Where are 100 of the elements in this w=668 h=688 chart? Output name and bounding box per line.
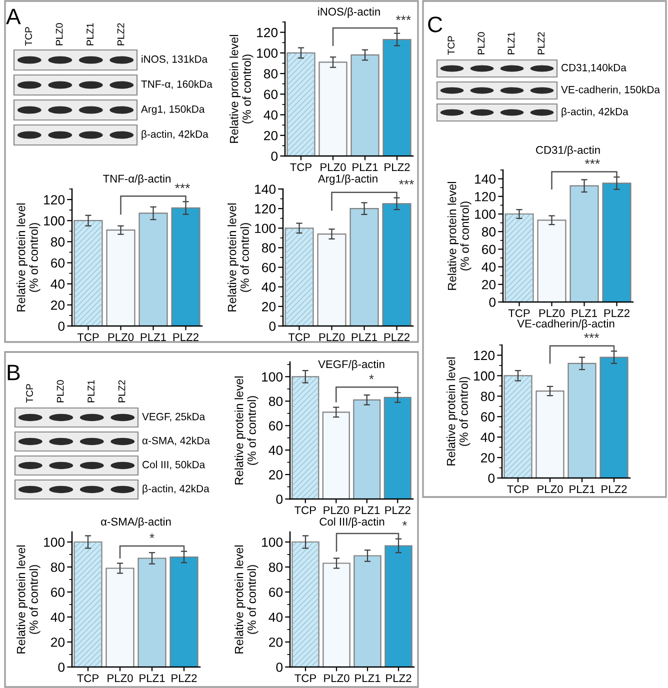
bar — [382, 203, 412, 326]
text: *** — [175, 184, 190, 188]
text: *** — [584, 333, 600, 338]
category-label: PLZ0 — [478, 32, 485, 54]
x-tick-label: PLZ2 — [172, 674, 197, 682]
category-label: β-actin, 42kDa — [142, 130, 208, 140]
y-axis-title: Relative protein level (% of control) — [16, 203, 40, 312]
bar — [138, 212, 168, 326]
y-axis-title: Relative protein level (% of control) — [234, 376, 258, 484]
bar — [318, 62, 348, 156]
x-tick-label: TCP — [290, 163, 312, 172]
category-label: PLZ1 — [86, 23, 94, 46]
y-tick-label: 140 — [255, 184, 276, 194]
bar — [600, 356, 628, 478]
y-tick-label: 100 — [474, 371, 495, 381]
y-axis-title: Relative protein level (% of control) — [448, 182, 472, 290]
y-tick-label: 0 — [489, 298, 496, 307]
x-tick-label: PLZ1 — [355, 674, 380, 682]
y-tick-label: 120 — [474, 350, 495, 360]
y-tick-label: 80 — [268, 562, 283, 572]
bar — [602, 182, 632, 302]
y-axis-title: Relative protein level (% of control) — [228, 203, 252, 312]
y-tick-label: 40 — [50, 279, 65, 289]
y-tick-label: 80 — [264, 69, 278, 78]
category-label: TNF-α, 160kDa — [141, 80, 212, 90]
x-tick-label: PLZ0 — [108, 674, 133, 682]
category-label: PLZ0 — [56, 23, 63, 46]
y-tick-label: 20 — [482, 280, 496, 290]
bar — [350, 208, 379, 326]
text: A — [6, 8, 21, 24]
category-label: PLZ2 — [538, 32, 545, 54]
x-tick-label: PLZ2 — [385, 506, 410, 514]
chart-title: VEGF/β-actin — [318, 360, 384, 370]
x-tick-label: TCP — [508, 309, 530, 318]
category-label: CD31,140kDa — [562, 64, 626, 73]
chart-title: CD31/β-actin — [536, 146, 600, 156]
x-tick-label: TCP — [77, 674, 99, 682]
bar — [170, 556, 198, 667]
y-tick-label: 0 — [58, 322, 65, 331]
bar — [322, 562, 350, 667]
y-tick-label: 0 — [58, 662, 65, 672]
bar — [171, 207, 200, 326]
category-label: PLZ1 — [88, 380, 94, 402]
bar — [138, 558, 166, 667]
chart-title: Arg1/β-actin — [318, 174, 378, 185]
y-tick-label: 60 — [269, 421, 283, 431]
bar — [350, 54, 380, 156]
y-tick-label: 40 — [268, 612, 283, 622]
category-label: TCP — [25, 27, 32, 46]
category-label: TCP — [26, 384, 33, 403]
bar — [106, 568, 134, 667]
y-tick-label: 40 — [50, 612, 65, 622]
category-label: iNOS, 131kDa — [142, 55, 208, 64]
x-tick-label: PLZ2 — [604, 309, 630, 317]
y-tick-label: 100 — [255, 224, 276, 234]
y-tick-label: 120 — [257, 28, 278, 38]
bar — [322, 412, 350, 499]
category-label: VE-cadherin, 150kDa — [561, 86, 660, 95]
y-tick-label: 80 — [50, 237, 65, 247]
y-tick-label: 0 — [271, 152, 278, 161]
category-label: β-actin, 42kDa — [562, 108, 628, 118]
y-axis-title: Relative protein level (% of control) — [230, 34, 254, 143]
y-tick-label: 100 — [475, 210, 496, 219]
bar — [353, 399, 381, 499]
category-label: β-actin, 42kDa — [142, 484, 210, 494]
y-tick-label: 60 — [51, 258, 65, 268]
x-tick-label: PLZ2 — [386, 674, 412, 682]
chart-title: α-SMA/β-actin — [101, 517, 171, 528]
y-tick-label: 140 — [475, 174, 496, 184]
y-tick-label: 0 — [269, 322, 276, 331]
x-tick-label: TCP — [507, 485, 529, 494]
bar — [568, 362, 596, 478]
x-tick-label: PLZ1 — [140, 333, 166, 341]
y-tick-label: 60 — [51, 588, 65, 597]
y-axis-title: Relative protein level (% of control) — [16, 545, 40, 654]
y-tick-label: 120 — [475, 192, 496, 202]
y-tick-label: 40 — [480, 432, 495, 442]
y-tick-label: 0 — [488, 474, 495, 483]
x-tick-label: PLZ1 — [140, 674, 165, 682]
y-tick-label: 40 — [482, 262, 496, 272]
x-tick-label: PLZ1 — [570, 485, 595, 493]
y-tick-label: 0 — [276, 494, 283, 504]
x-tick-label: TCP — [288, 333, 310, 342]
y-tick-label: 100 — [257, 48, 278, 58]
y-tick-label: 20 — [264, 130, 278, 140]
y-tick-label: 80 — [482, 227, 496, 237]
bar — [354, 555, 382, 667]
x-tick-label: PLZ2 — [173, 333, 198, 341]
bar — [382, 38, 412, 156]
annotation: * — [369, 374, 374, 380]
bar — [106, 230, 136, 326]
x-tick-label: PLZ1 — [354, 506, 380, 514]
x-tick-label: PLZ2 — [384, 333, 410, 341]
text: *** — [399, 180, 414, 184]
x-tick-label: PLZ1 — [352, 333, 377, 341]
category-label: PLZ1 — [508, 32, 515, 54]
category-label: VEGF, 25kDa — [142, 412, 206, 422]
y-tick-label: 100 — [262, 372, 283, 382]
text: * — [402, 520, 408, 526]
y-tick-label: 20 — [51, 300, 65, 310]
